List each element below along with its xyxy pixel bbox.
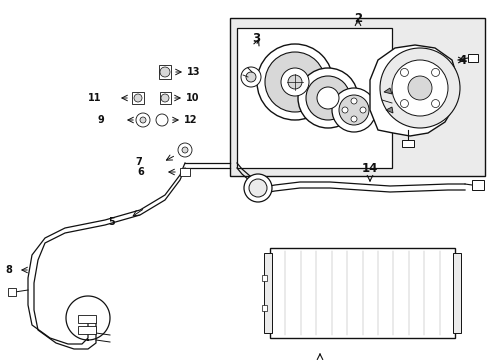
Circle shape xyxy=(156,114,168,126)
Text: 4: 4 xyxy=(457,54,465,67)
Polygon shape xyxy=(383,88,391,94)
Circle shape xyxy=(136,113,150,127)
Text: 9: 9 xyxy=(98,115,104,125)
Circle shape xyxy=(400,68,407,76)
Circle shape xyxy=(391,60,447,116)
Bar xyxy=(262,275,266,281)
Bar xyxy=(452,253,460,333)
Circle shape xyxy=(160,67,170,77)
Circle shape xyxy=(331,88,375,132)
Circle shape xyxy=(182,147,187,153)
Circle shape xyxy=(341,107,347,113)
Circle shape xyxy=(297,68,357,128)
Circle shape xyxy=(400,100,407,108)
Circle shape xyxy=(178,143,192,157)
Text: 6: 6 xyxy=(137,167,143,177)
Bar xyxy=(78,326,96,334)
Text: 10: 10 xyxy=(185,93,199,103)
Bar xyxy=(160,92,171,104)
Circle shape xyxy=(281,68,308,96)
Bar xyxy=(78,315,96,323)
Text: 7: 7 xyxy=(135,157,142,167)
Text: 2: 2 xyxy=(353,12,361,25)
Bar xyxy=(471,180,483,190)
Circle shape xyxy=(305,76,349,120)
Bar xyxy=(159,65,171,79)
Text: 12: 12 xyxy=(183,115,197,125)
Circle shape xyxy=(407,76,431,100)
Circle shape xyxy=(350,116,356,122)
Bar xyxy=(401,140,413,147)
Bar xyxy=(180,168,190,176)
Circle shape xyxy=(431,100,439,108)
Bar xyxy=(262,305,266,311)
Circle shape xyxy=(161,94,169,102)
Bar xyxy=(132,92,143,104)
Circle shape xyxy=(287,75,302,89)
Circle shape xyxy=(140,117,146,123)
Bar xyxy=(467,54,477,62)
Bar xyxy=(237,28,391,168)
Text: 5: 5 xyxy=(108,217,115,227)
Text: 8: 8 xyxy=(5,265,12,275)
Circle shape xyxy=(350,98,356,104)
Circle shape xyxy=(359,107,365,113)
Circle shape xyxy=(338,95,368,125)
Bar xyxy=(264,253,271,333)
Circle shape xyxy=(379,48,459,128)
Text: 13: 13 xyxy=(186,67,200,77)
Polygon shape xyxy=(385,107,392,113)
Circle shape xyxy=(244,174,271,202)
Bar xyxy=(269,248,454,338)
Circle shape xyxy=(257,44,332,120)
Polygon shape xyxy=(369,45,457,136)
Circle shape xyxy=(431,68,439,76)
Circle shape xyxy=(248,179,266,197)
Circle shape xyxy=(316,87,338,109)
Circle shape xyxy=(134,94,142,102)
Circle shape xyxy=(245,72,256,82)
Text: 11: 11 xyxy=(88,93,102,103)
Text: 14: 14 xyxy=(361,162,377,175)
Text: 3: 3 xyxy=(251,32,260,45)
Circle shape xyxy=(241,67,261,87)
Circle shape xyxy=(264,52,325,112)
Bar xyxy=(229,18,484,176)
Bar xyxy=(8,288,16,296)
